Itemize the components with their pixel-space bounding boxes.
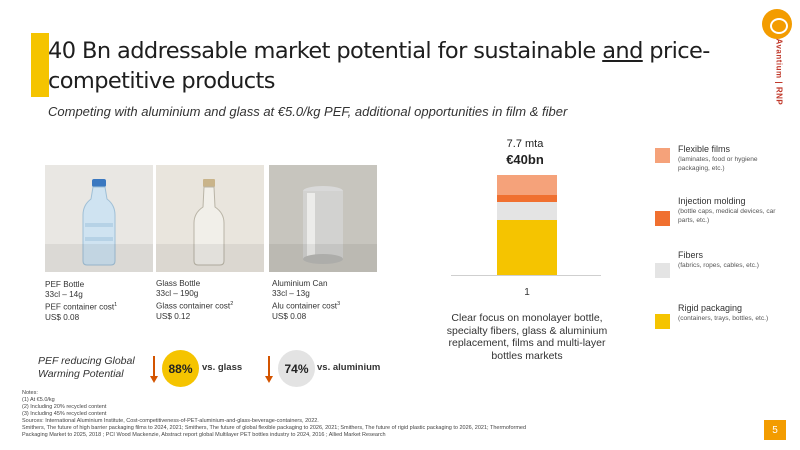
down-arrow-icon <box>150 356 158 384</box>
market-value-label: €40bn <box>506 152 544 167</box>
glass-bottle-image <box>156 165 264 272</box>
title-accent-bar <box>31 33 49 97</box>
legend-swatch-injection-molding <box>655 211 670 226</box>
legend-swatch-flexible-films <box>655 148 670 163</box>
bar-segment-flexible-films <box>497 175 557 195</box>
glass-bottle-caption: Glass Bottle 33cl – 190g Glass container… <box>156 279 234 322</box>
legend-desc-flexible-films: (laminates, food or hygiene packaging, e… <box>678 156 758 172</box>
glass-reduction-label: vs. glass <box>202 362 243 373</box>
bar-segment-injection-molding <box>497 195 557 202</box>
x-axis-line <box>451 275 601 276</box>
market-volume-label: 7.7 mta <box>506 138 544 150</box>
footnotes: Notes: (1) At €5.0/kg (2) Including 20% … <box>22 390 527 438</box>
pef-bottle-image <box>45 165 153 272</box>
brand-label: Avantium | RNP <box>774 38 784 106</box>
gwp-label: PEF reducing Global Warming Potential <box>38 355 135 380</box>
aluminium-can-caption: Aluminium Can 33cl – 13g Alu container c… <box>272 279 341 322</box>
pef-bottle-caption: PEF Bottle 33cl – 14g PEF container cost… <box>45 280 118 323</box>
focus-text: Clear focus on monolayer bottle, special… <box>446 312 608 362</box>
avantium-logo-icon <box>762 9 792 39</box>
page-number: 5 <box>764 420 786 440</box>
x-tick-label: 1 <box>524 287 530 298</box>
legend-desc-injection-molding: (bottle caps, medical devices, car parts… <box>678 208 776 224</box>
legend-title-injection-molding: Injection molding <box>678 196 746 206</box>
page-title: 40 Bn addressable market potential for s… <box>48 38 710 94</box>
aluminium-reduction-label: vs. aluminium <box>317 362 381 373</box>
glass-reduction-badge: 88% <box>162 350 199 387</box>
aluminium-can-image <box>269 165 377 272</box>
legend-swatch-fibers <box>655 263 670 278</box>
legend-title-rigid-packaging: Rigid packaging <box>678 303 743 313</box>
bar-segment-rigid-packaging <box>497 220 557 275</box>
legend-title-fibers: Fibers <box>678 250 704 260</box>
legend-desc-fibers: (fabrics, ropes, cables, etc.) <box>678 262 759 269</box>
legend-title-flexible-films: Flexible films <box>678 144 731 154</box>
legend-swatch-rigid-packaging <box>655 314 670 329</box>
page-subtitle: Competing with aluminium and glass at €5… <box>48 104 568 119</box>
legend-desc-rigid-packaging: (containers, trays, bottles, etc.) <box>678 315 769 322</box>
down-arrow-icon <box>265 356 273 384</box>
bar-segment-fibers <box>497 202 557 220</box>
aluminium-reduction-badge: 74% <box>278 350 315 387</box>
